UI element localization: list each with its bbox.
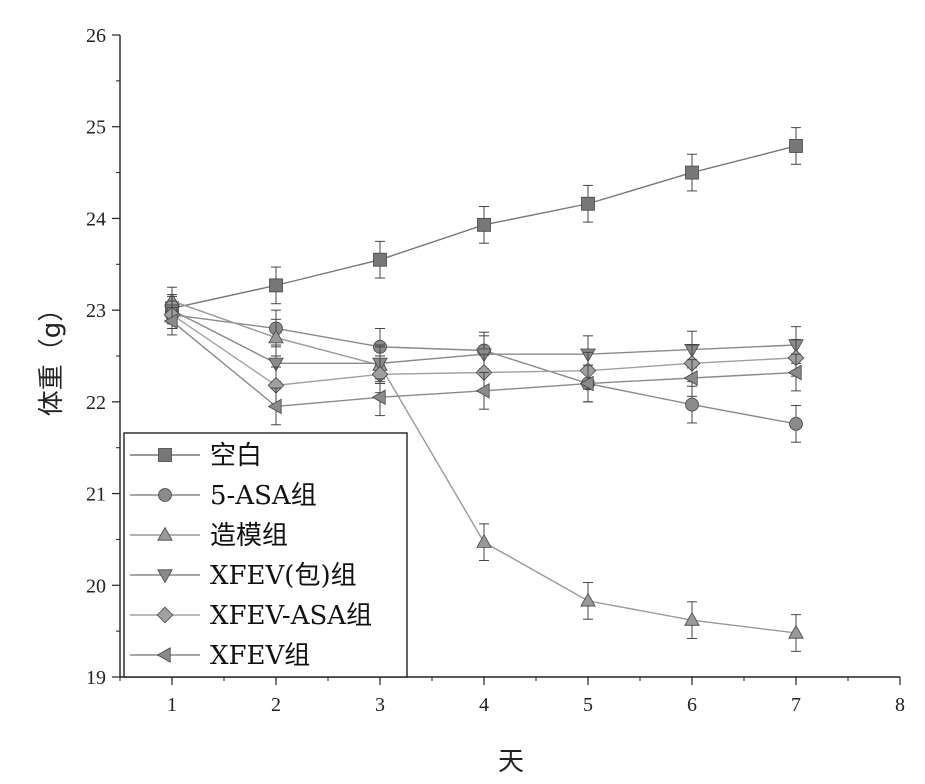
legend-marker: [159, 489, 172, 502]
data-point: [477, 384, 490, 398]
x-tick-label: 6: [687, 694, 697, 716]
y-tick-label: 24: [86, 208, 106, 230]
legend-label: 空白: [210, 441, 262, 471]
x-tick-label: 1: [167, 694, 177, 716]
x-tick-label: 5: [583, 694, 593, 716]
legend-label: XFEV-ASA组: [210, 601, 372, 631]
x-tick-label: 4: [479, 694, 489, 716]
x-tick-label: 7: [791, 694, 801, 716]
x-axis-label: 天: [498, 747, 524, 777]
data-point: [270, 279, 283, 292]
legend: 空白 5-ASA组造模组 XFEV(包)组 XFEV-ASA组 XFEV组: [124, 433, 407, 677]
x-tick-label: 8: [895, 694, 905, 716]
y-tick-label: 23: [86, 300, 106, 322]
data-point: [790, 417, 803, 430]
legend-label: XFEV组: [210, 641, 310, 671]
legend-label: 造模组: [210, 521, 288, 551]
x-tick-label: 3: [375, 694, 385, 716]
data-point: [790, 139, 803, 152]
data-point: [686, 166, 699, 179]
y-tick-label: 25: [86, 117, 106, 139]
y-tick-label: 20: [86, 575, 106, 597]
data-point: [582, 197, 595, 210]
legend-marker: [159, 449, 172, 462]
data-point: [685, 371, 698, 385]
data-point: [477, 535, 491, 548]
legend-label: XFEV(包)组: [210, 561, 357, 591]
data-point: [374, 253, 387, 266]
data-point: [581, 593, 595, 606]
y-axis-label: 体重（g）: [37, 296, 67, 417]
legend-label: 5-ASA组: [210, 481, 317, 511]
y-tick-label: 21: [86, 484, 106, 506]
y-tick-label: 26: [86, 25, 106, 47]
data-point: [686, 398, 699, 411]
data-point: [478, 218, 491, 231]
series-1: [166, 128, 803, 322]
y-tick-label: 22: [86, 392, 106, 414]
x-tick-label: 2: [271, 694, 281, 716]
data-point: [789, 365, 802, 379]
y-tick-label: 19: [86, 667, 106, 689]
